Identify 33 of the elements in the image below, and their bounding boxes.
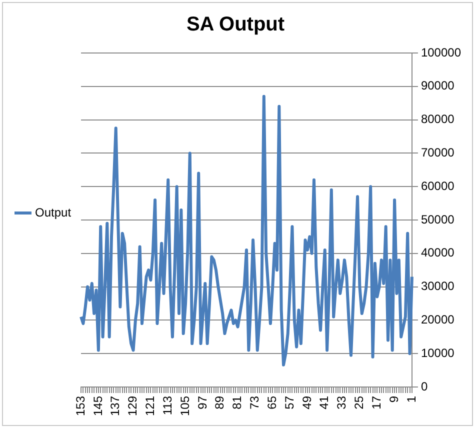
x-tick-label: 153 <box>73 396 88 416</box>
x-tick-label: 113 <box>160 396 174 416</box>
x-tick-label: 57 <box>282 396 296 410</box>
x-tick-label: 41 <box>317 396 332 410</box>
x-tick-label: 33 <box>334 396 349 410</box>
x-tick-label: 1 <box>404 396 418 403</box>
x-tick-label: 129 <box>126 396 140 416</box>
x-tick-label: 105 <box>178 396 192 416</box>
y-tick-label: 60000 <box>420 178 455 193</box>
y-tick-label: 100000 <box>420 45 462 60</box>
y-tick-label: 10000 <box>420 346 455 360</box>
x-tick-label: 73 <box>248 396 262 410</box>
x-tick-label: 17 <box>369 396 384 410</box>
y-tick-label: 20000 <box>420 312 455 326</box>
legend-label: Output <box>35 205 72 220</box>
x-tick-label: 49 <box>300 396 314 410</box>
y-tick-label: 50000 <box>420 212 455 226</box>
x-tick-label: 9 <box>386 396 401 403</box>
y-tick-label: 40000 <box>420 246 455 260</box>
x-tick-label: 121 <box>143 396 158 416</box>
x-tick-label: 137 <box>108 396 122 416</box>
x-tick-label: 81 <box>230 396 244 410</box>
x-tick-label: 65 <box>264 396 279 410</box>
y-tick-label: 90000 <box>420 78 455 93</box>
y-tick-label: 70000 <box>420 146 455 160</box>
x-tick-label: 25 <box>352 396 366 410</box>
x-tick-label: 145 <box>90 396 105 416</box>
chart-title: SA Output <box>186 14 285 36</box>
x-tick-label: 89 <box>212 396 227 410</box>
y-tick-label: 0 <box>420 379 428 394</box>
x-tick-label: 97 <box>195 396 210 410</box>
y-tick-label: 80000 <box>420 112 455 126</box>
y-tick-label: 30000 <box>420 279 455 294</box>
